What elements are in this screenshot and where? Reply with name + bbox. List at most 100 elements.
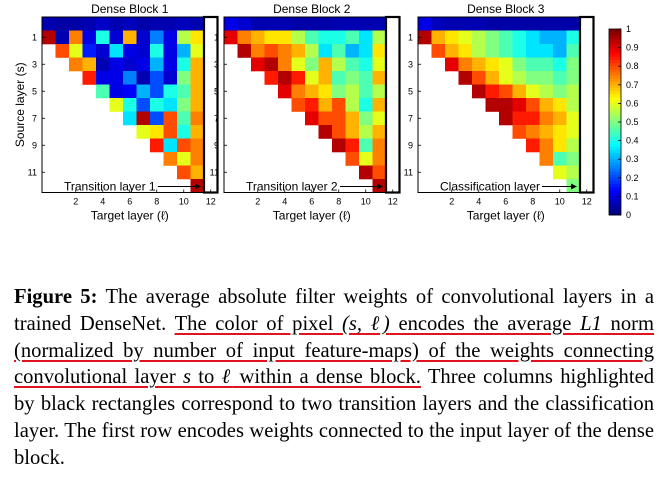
colorbar-tick-label: 0.8 [626,61,639,71]
heatmap-cell [359,125,373,139]
colorbar-tick-label: 0.9 [626,43,639,53]
heatmap-cell [55,44,70,58]
heatmap-cell [123,84,137,99]
heatmap-cell [499,71,513,85]
heatmap-cell [372,165,387,180]
y-tick-label: 11 [210,167,219,177]
colorbar-segment [609,44,621,48]
heatmap-cell [512,44,527,58]
colorbar-segment [609,168,621,172]
heatmap-cell [566,125,581,139]
colorbar-segment [609,153,621,157]
y-tick-label: 9 [214,140,219,150]
heatmap-cell [291,44,306,58]
heatmap-cell [264,57,279,72]
figure-caption: Figure 5: The average absolute filter we… [14,284,654,472]
heatmap-cell [318,17,333,31]
heatmap-cell [359,57,373,72]
heatmap-cell [526,98,540,112]
heatmap-cell [566,17,581,31]
heatmap-cell [553,152,567,166]
heatmap-cell [458,44,473,58]
heatmap-cell [499,17,513,31]
colorbar-segment [609,41,621,45]
heatmap-cell [82,71,97,85]
heatmap-cell [109,71,124,85]
heatmap-cell [372,111,387,126]
heatmap-cell [359,17,373,31]
heatmap-cell [109,84,124,99]
colorbar-segment [609,66,621,70]
heatmap-cell [485,84,500,99]
heatmap-cell [136,57,151,72]
heatmap-cell [566,111,581,126]
heatmap-cell [431,17,446,31]
heatmap-cell [372,30,387,45]
heatmap-cell [291,30,306,45]
heatmap-cell [539,98,554,112]
caption-underlined-4: to [190,366,222,389]
heatmap-cell [539,152,554,166]
heatmap-cell [163,152,178,166]
heatmap-cell [472,71,486,85]
heatmap-cell [526,71,540,85]
heatmap-cell [332,125,346,139]
heatmap-cell [458,57,473,72]
x-tick-label: 2 [255,197,260,207]
heatmap-cell [372,44,387,58]
x-tick-label: 10 [361,197,371,207]
x-tick-label: 12 [388,197,398,207]
heatmap-cell [539,125,554,139]
heatmap-cell [499,57,513,72]
panel-title: Dense Block 1 [91,2,169,16]
panel-title: Dense Block 2 [273,2,351,16]
heatmap-cell [526,57,540,72]
colorbar-segment [609,60,621,64]
heatmap-cell [512,71,527,85]
heatmap-cell [190,98,205,112]
heatmap-cell [305,71,319,85]
heatmap-cell [305,44,319,58]
heatmap-cell [345,98,360,112]
heatmap-cell [55,17,70,31]
heatmap-cell [499,84,513,99]
heatmap-cell [150,57,164,72]
heatmap-cell [264,44,279,58]
x-axis-label: Target layer (ℓ) [91,209,169,223]
heatmap-cell [566,165,581,180]
heatmap-cell [526,30,540,45]
heatmap-cell [359,30,373,45]
heatmap-cell [123,57,137,72]
colorbar-segment [609,35,621,39]
y-tick-label: 5 [214,86,219,96]
heatmap-cell [278,71,292,85]
heatmap-cell [224,17,238,31]
heatmap-cell [190,138,205,153]
heatmap-cell [123,17,137,31]
panel-annotation: Classification layer [440,180,540,194]
colorbar-segment [609,97,621,101]
caption-text-1: The average absolute filter weights of c… [14,286,655,335]
heatmap-cell [359,98,373,112]
heatmap-cell [359,44,373,58]
colorbar-segment [609,165,621,169]
heatmap-cell [539,111,554,126]
heatmap-cell [553,44,567,58]
colorbar-tick-label: 0.1 [626,191,639,201]
x-tick-label: 8 [336,197,341,207]
heatmap-cell [305,57,319,72]
heatmap-cell [539,84,554,99]
heatmap-cell [163,17,178,31]
figure-label: Figure 5: [14,286,98,308]
heatmap-cell [291,71,306,85]
colorbar-segment [609,131,621,135]
heatmap-cell [418,30,432,45]
heatmap-cell [82,30,97,45]
colorbar-tick-label: 0.2 [626,173,639,183]
heatmap-cell [163,111,178,126]
x-tick-label: 10 [555,197,565,207]
y-tick-label: 1 [32,32,37,42]
colorbar-segment [609,118,621,123]
heatmap-cell [345,84,360,99]
